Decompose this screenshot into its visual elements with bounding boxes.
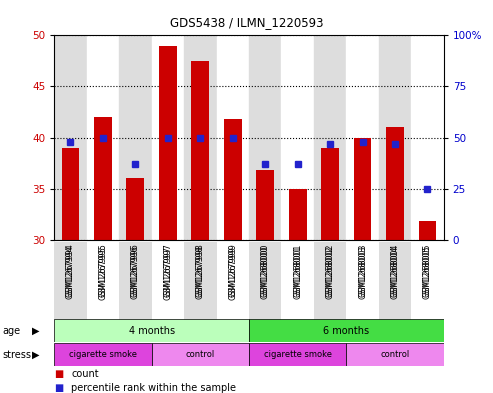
Text: ▶: ▶ <box>32 325 39 336</box>
Text: control: control <box>381 351 410 359</box>
Text: GSM1268004: GSM1268004 <box>390 243 399 297</box>
Text: GSM1268002: GSM1268002 <box>325 246 335 299</box>
Text: GSM1268005: GSM1268005 <box>423 246 432 299</box>
Text: ■: ■ <box>54 383 64 393</box>
Bar <box>126 178 144 240</box>
Text: 6 months: 6 months <box>323 325 369 336</box>
FancyBboxPatch shape <box>119 242 151 320</box>
Text: percentile rank within the sample: percentile rank within the sample <box>71 383 237 393</box>
FancyBboxPatch shape <box>411 242 444 320</box>
Bar <box>216 35 249 240</box>
FancyBboxPatch shape <box>54 242 87 320</box>
FancyBboxPatch shape <box>151 242 184 320</box>
Text: GSM1267997: GSM1267997 <box>163 246 173 299</box>
FancyBboxPatch shape <box>282 242 314 320</box>
Text: cigarette smoke: cigarette smoke <box>264 351 332 359</box>
Text: GSM1268001: GSM1268001 <box>293 246 302 299</box>
Bar <box>411 35 444 240</box>
Text: control: control <box>186 351 215 359</box>
Text: GSM1267994: GSM1267994 <box>66 246 75 299</box>
Bar <box>256 170 274 240</box>
Text: GSM1268001: GSM1268001 <box>293 243 302 297</box>
FancyBboxPatch shape <box>54 343 152 366</box>
Bar <box>282 35 314 240</box>
Text: GSM1267999: GSM1267999 <box>228 246 237 299</box>
FancyBboxPatch shape <box>249 343 346 366</box>
Bar <box>346 35 379 240</box>
Text: ■: ■ <box>54 369 64 379</box>
FancyBboxPatch shape <box>216 242 249 320</box>
Bar <box>379 35 411 240</box>
Text: GSM1268000: GSM1268000 <box>261 243 270 297</box>
FancyBboxPatch shape <box>346 343 444 366</box>
Bar <box>151 35 184 240</box>
Bar <box>62 148 79 240</box>
Bar <box>87 35 119 240</box>
FancyBboxPatch shape <box>346 242 379 320</box>
Bar <box>184 35 216 240</box>
Bar <box>191 61 209 240</box>
Text: GSM1268003: GSM1268003 <box>358 243 367 297</box>
Text: stress: stress <box>2 350 32 360</box>
Text: ▶: ▶ <box>32 350 39 360</box>
Text: GSM1267999: GSM1267999 <box>228 243 237 297</box>
Bar <box>321 148 339 240</box>
FancyBboxPatch shape <box>249 242 282 320</box>
Text: GSM1268005: GSM1268005 <box>423 243 432 297</box>
FancyBboxPatch shape <box>314 242 346 320</box>
Text: GSM1268004: GSM1268004 <box>390 246 399 299</box>
Text: GSM1267995: GSM1267995 <box>99 246 107 299</box>
FancyBboxPatch shape <box>184 242 216 320</box>
Bar <box>353 138 372 240</box>
Text: GSM1268003: GSM1268003 <box>358 246 367 299</box>
Bar <box>419 221 436 240</box>
Bar <box>119 35 151 240</box>
Text: GSM1268002: GSM1268002 <box>325 243 335 297</box>
FancyBboxPatch shape <box>152 343 249 366</box>
FancyBboxPatch shape <box>54 319 249 342</box>
FancyBboxPatch shape <box>249 319 444 342</box>
Bar <box>386 127 404 240</box>
Bar <box>249 35 282 240</box>
Text: cigarette smoke: cigarette smoke <box>69 351 137 359</box>
Text: GSM1268000: GSM1268000 <box>261 246 270 299</box>
Bar <box>54 35 87 240</box>
Bar <box>159 46 177 240</box>
Text: GSM1267996: GSM1267996 <box>131 243 140 297</box>
Text: GDS5438 / ILMN_1220593: GDS5438 / ILMN_1220593 <box>170 16 323 29</box>
Bar <box>224 119 242 240</box>
FancyBboxPatch shape <box>379 242 411 320</box>
Text: GSM1267995: GSM1267995 <box>99 243 107 297</box>
Text: GSM1267996: GSM1267996 <box>131 246 140 299</box>
Text: count: count <box>71 369 99 379</box>
Text: GSM1267998: GSM1267998 <box>196 243 205 297</box>
Text: age: age <box>2 325 21 336</box>
Text: GSM1267994: GSM1267994 <box>66 243 75 297</box>
Text: GSM1267998: GSM1267998 <box>196 246 205 299</box>
Bar <box>94 117 112 240</box>
Text: 4 months: 4 months <box>129 325 175 336</box>
Bar <box>314 35 346 240</box>
Bar <box>289 189 307 240</box>
FancyBboxPatch shape <box>87 242 119 320</box>
Text: GSM1267997: GSM1267997 <box>163 243 173 297</box>
